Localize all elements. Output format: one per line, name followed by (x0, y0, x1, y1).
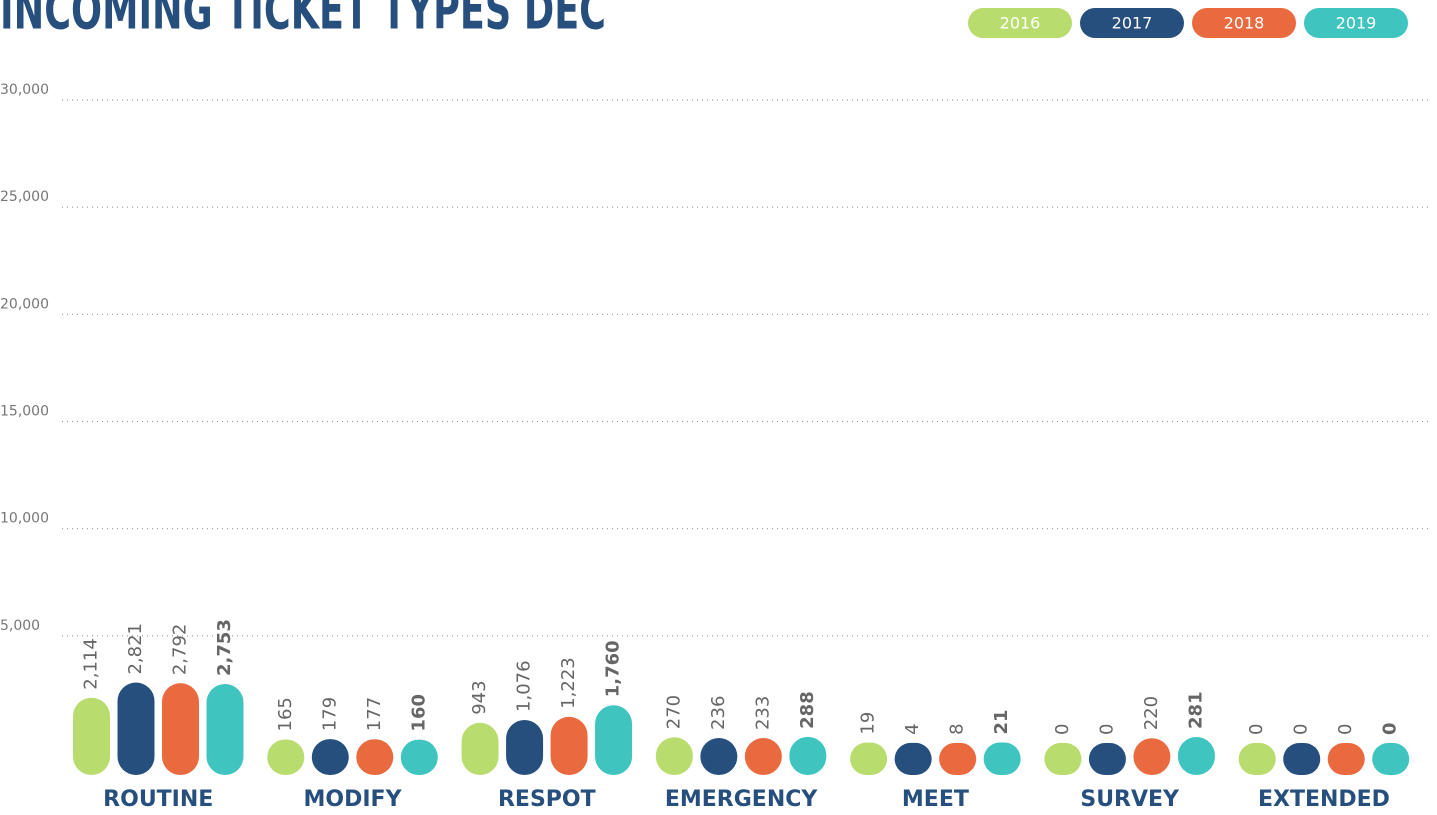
x-tick-label: ROUTINE (103, 787, 213, 812)
value-label: 0 (1052, 724, 1073, 735)
value-label: 220 (1141, 696, 1162, 730)
legend-swatch (1304, 8, 1408, 38)
bar (655, 737, 693, 775)
value-label: 0 (1335, 724, 1356, 735)
bar (1238, 743, 1276, 775)
bar (1133, 738, 1171, 775)
legend-swatch (1192, 8, 1296, 38)
legend-label: 2017 (1112, 14, 1153, 33)
bar (939, 742, 977, 775)
y-tick-label: 20,000 (0, 296, 49, 312)
bar (461, 722, 499, 775)
value-label: 1,760 (603, 640, 624, 697)
value-label: 165 (275, 697, 296, 731)
bar (550, 716, 588, 775)
bar (595, 705, 633, 775)
bar (356, 739, 394, 775)
value-label: 1,076 (514, 660, 535, 712)
value-label: 236 (708, 696, 729, 730)
bar (1372, 743, 1410, 775)
value-label: 179 (319, 697, 340, 731)
value-label: 8 (947, 723, 968, 734)
bar (162, 683, 199, 775)
value-label: 19 (858, 712, 879, 735)
y-tick-label: 5,000 (0, 618, 40, 634)
y-tick-label: 15,000 (0, 404, 49, 420)
bar (1283, 743, 1321, 775)
bar (1044, 743, 1082, 775)
value-label: 270 (663, 695, 684, 729)
x-tick-label: SURVEY (1080, 787, 1180, 812)
bar (73, 697, 110, 775)
value-label: 233 (752, 696, 773, 730)
value-label: 0 (1246, 724, 1267, 735)
y-tick-label: 25,000 (0, 189, 49, 205)
value-label: 21 (991, 709, 1012, 734)
bar (700, 737, 738, 775)
value-label: 177 (364, 697, 385, 731)
legend-label: 2019 (1336, 14, 1377, 33)
y-tick-label: 30,000 (0, 82, 49, 98)
value-label: 0 (1291, 724, 1312, 735)
value-label: 2,821 (125, 623, 146, 675)
bar (850, 742, 888, 775)
x-tick-label: RESPOT (498, 787, 596, 812)
bar (311, 739, 349, 775)
bar (117, 682, 155, 775)
value-label: 2,753 (214, 619, 235, 676)
bar (789, 736, 827, 775)
bar (400, 739, 438, 775)
bar (983, 742, 1021, 775)
x-tick-label: MODIFY (304, 787, 403, 812)
value-label: 2,792 (170, 624, 191, 676)
value-label: 4 (902, 723, 923, 734)
bar (894, 742, 932, 775)
x-tick-label: EXTENDED (1258, 787, 1390, 812)
value-label: 288 (797, 691, 818, 729)
chart-title: INCOMING TICKET TYPES DEC (0, 0, 606, 42)
bar (506, 719, 544, 775)
bar (267, 739, 305, 775)
legend-swatch (1080, 8, 1184, 38)
bar (1088, 743, 1126, 775)
bar (1327, 743, 1365, 775)
bar (206, 683, 244, 775)
legend-swatch (968, 8, 1072, 38)
value-label: 1,223 (558, 657, 579, 709)
value-label: 160 (408, 694, 429, 732)
x-tick-label: MEET (902, 787, 969, 812)
x-tick-label: EMERGENCY (665, 787, 819, 812)
legend-label: 2018 (1224, 14, 1265, 33)
value-label: 943 (469, 680, 490, 714)
value-label: 2,114 (81, 638, 102, 690)
y-tick-label: 10,000 (0, 511, 49, 527)
value-label: 0 (1380, 722, 1401, 735)
value-label: 0 (1096, 724, 1117, 735)
bar (744, 738, 782, 775)
legend-label: 2016 (1000, 14, 1041, 33)
bar (1177, 736, 1215, 775)
value-label: 281 (1185, 691, 1206, 729)
